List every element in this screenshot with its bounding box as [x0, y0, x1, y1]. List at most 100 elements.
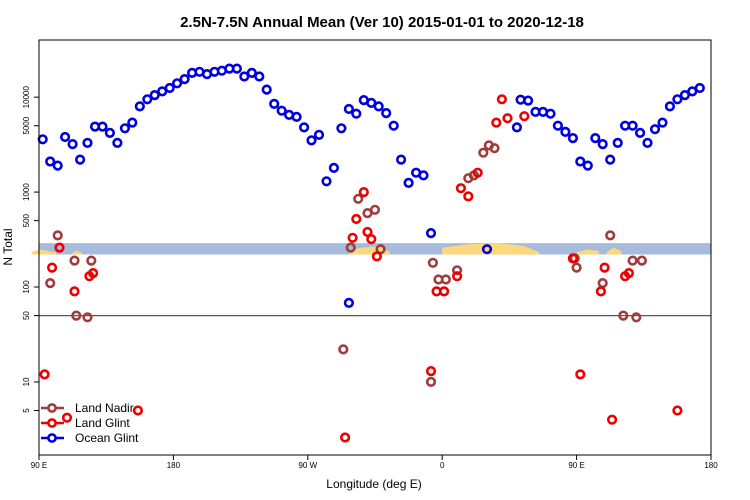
legend-item: Land Nadir — [41, 401, 134, 415]
land-glint-point — [519, 111, 530, 122]
ocean-glint-point — [575, 156, 586, 167]
land-nadir-point — [452, 265, 463, 276]
legend-marker — [47, 418, 57, 428]
ocean-glint-point — [59, 131, 71, 143]
y-tick-label: 10 — [22, 377, 31, 386]
ocean-glint-point — [552, 120, 564, 131]
ocean-glint-point — [112, 137, 123, 148]
ocean-glint-point — [299, 122, 310, 133]
land-glint-point — [46, 262, 58, 273]
x-tick-label: 180 — [704, 461, 718, 470]
ocean-glint-point — [560, 126, 571, 137]
land-glint-point — [87, 268, 99, 279]
y-axis-label: N Total — [1, 228, 15, 265]
ocean-glint-point — [269, 98, 280, 109]
x-axis-ticks: 90 E 180 90 W 0 90 E 180 — [31, 455, 718, 470]
ocean-glint-point — [694, 82, 705, 94]
land-nadir-point — [345, 242, 356, 253]
ocean-glint-point — [142, 94, 153, 105]
ocean-glint-point — [582, 160, 593, 171]
y-tick-label: 100 — [22, 280, 31, 294]
land-nadir-point — [571, 262, 582, 273]
land-glint-point — [358, 187, 369, 198]
land-glint-point — [439, 286, 450, 297]
land-glint-point — [455, 183, 467, 194]
ocean-glint-point — [481, 244, 493, 255]
ocean-glint-point — [545, 108, 556, 119]
land-nadir-point — [52, 230, 63, 241]
ocean-glint-point — [127, 117, 138, 128]
land-nadir-point — [427, 257, 439, 268]
y-axis-ticks: 5 10 50 100 500 1000 5000 10000 — [22, 86, 39, 413]
ocean-glint-point — [82, 137, 93, 148]
land-glint-point — [69, 286, 80, 297]
ocean-glint-point — [522, 95, 534, 106]
ocean-glint-point — [149, 89, 160, 101]
land-nadir-point — [597, 278, 608, 289]
land-glint-point — [425, 366, 437, 377]
land-glint-point — [491, 117, 502, 128]
ocean-glint-point — [261, 84, 272, 95]
land-nadir-point — [631, 312, 642, 323]
ocean-glint-point — [52, 160, 63, 171]
land-glint-point — [496, 94, 508, 105]
land-glint-point — [502, 113, 513, 124]
land-glint-point — [54, 242, 65, 253]
land-glint-point — [61, 412, 73, 423]
ocean-glint-point — [679, 89, 691, 101]
x-tick-label: 90 W — [298, 461, 317, 470]
ocean-glint-point — [373, 101, 384, 112]
ocean-glint-point — [634, 127, 646, 138]
land-nadir-point — [605, 230, 616, 241]
land-glint-point — [366, 234, 377, 245]
x-tick-label: 0 — [440, 461, 445, 470]
land-glint-point — [132, 405, 143, 416]
land-glint-point — [595, 286, 607, 297]
ocean-glint-point — [231, 63, 242, 74]
land-patch — [576, 249, 599, 255]
ocean-glint-point — [567, 133, 579, 144]
land-nadir-point — [369, 204, 381, 215]
ocean-glint-point — [276, 105, 287, 116]
land-nadir-point — [478, 147, 489, 158]
legend-marker — [47, 433, 57, 443]
land-glint-point — [606, 414, 618, 425]
ocean-glint-point — [291, 111, 302, 122]
ocean-glint-point — [418, 170, 429, 181]
data-points — [37, 63, 705, 443]
land-glint-point — [340, 432, 351, 443]
y-tick-label: 5 — [22, 408, 31, 413]
legend-label: Land Nadir — [75, 401, 134, 415]
ocean-glint-point — [657, 117, 668, 128]
y-tick-label: 1000 — [22, 183, 31, 201]
land-nadir-point — [489, 143, 500, 154]
ocean-glint-point — [74, 154, 86, 165]
ocean-glint-point — [328, 162, 340, 173]
x-tick-label: 90 E — [568, 461, 584, 470]
x-tick-label: 90 E — [31, 461, 47, 470]
land-nadir-point — [69, 255, 80, 266]
ocean-glint-point — [388, 120, 399, 131]
ocean-glint-point — [403, 177, 414, 188]
land-glint-point — [371, 251, 383, 262]
ocean-glint-point — [37, 134, 48, 145]
land-nadir-point — [618, 310, 629, 321]
ocean-glint-point — [381, 107, 392, 119]
land-nadir-point — [86, 255, 97, 266]
land-mask-band — [31, 243, 711, 255]
ocean-glint-point — [343, 297, 355, 309]
land-glint-point — [472, 167, 483, 178]
land-patch — [606, 247, 622, 255]
land-glint-point — [351, 213, 362, 225]
land-nadir-point — [440, 274, 452, 285]
y-tick-label: 500 — [22, 213, 31, 227]
land-glint-point — [672, 405, 683, 416]
land-nadir-point — [425, 376, 437, 388]
ocean-glint-point — [590, 133, 601, 144]
ocean-glint-point — [97, 121, 108, 132]
land-glint-point — [452, 271, 463, 282]
ocean-glint-point — [672, 94, 683, 105]
ocean-glint-point — [649, 124, 661, 135]
